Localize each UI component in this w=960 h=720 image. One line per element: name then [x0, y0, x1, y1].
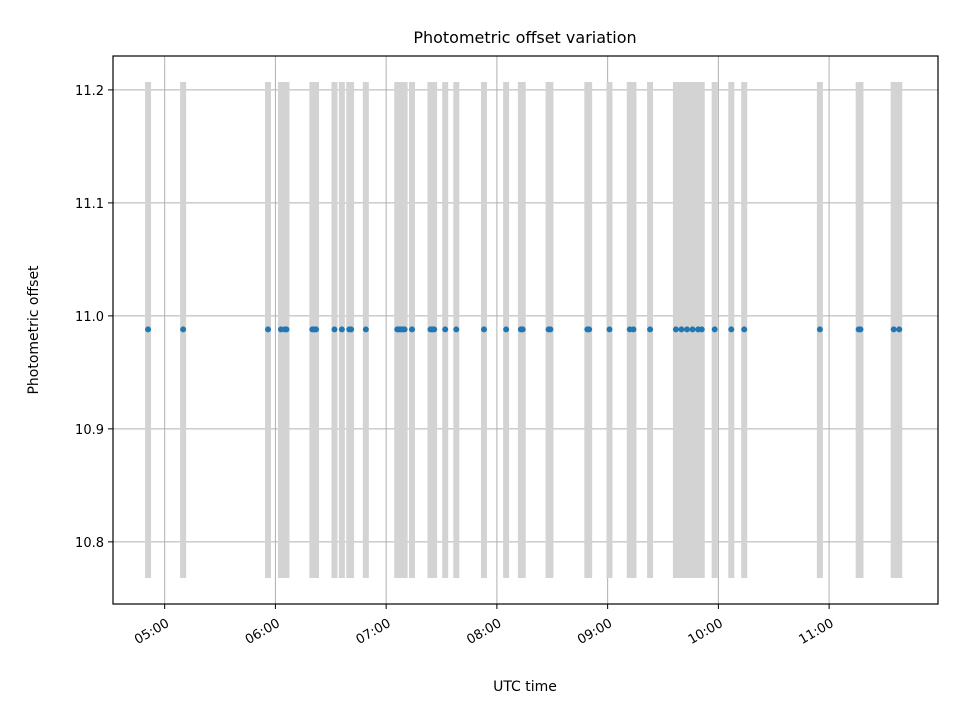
data-point [362, 326, 369, 333]
data-point [145, 326, 152, 333]
data-point [728, 326, 735, 333]
data-point [890, 326, 897, 333]
data-point [683, 326, 690, 333]
data-point [816, 326, 823, 333]
data-point [408, 326, 415, 333]
data-point [711, 326, 718, 333]
y-tick-label: 10.9 [75, 423, 104, 438]
point-layer [145, 326, 903, 333]
x-axis-label: UTC time [493, 679, 557, 695]
data-point [672, 326, 679, 333]
y-axis-label: Photometric offset [26, 265, 42, 395]
y-tick-label: 11.0 [75, 310, 104, 325]
data-point [689, 326, 696, 333]
data-point [480, 326, 487, 333]
data-point [338, 326, 345, 333]
data-point [741, 326, 748, 333]
data-point [265, 326, 272, 333]
data-point [180, 326, 187, 333]
data-point [503, 326, 510, 333]
data-point [313, 326, 320, 333]
data-point [442, 326, 449, 333]
data-point [519, 326, 526, 333]
data-point [698, 326, 705, 333]
data-point [401, 326, 408, 333]
data-point [896, 326, 903, 333]
data-point [586, 326, 593, 333]
y-tick-label: 11.1 [75, 197, 104, 212]
data-point [606, 326, 613, 333]
data-point [348, 326, 355, 333]
data-point [857, 326, 864, 333]
y-tick-label: 11.2 [75, 84, 104, 99]
data-point [453, 326, 460, 333]
data-point [431, 326, 438, 333]
data-point [331, 326, 338, 333]
data-point [547, 326, 554, 333]
plot-frame [112, 55, 939, 605]
data-point [678, 326, 685, 333]
y-tick-label: 10.8 [75, 536, 104, 551]
data-point [647, 326, 654, 333]
data-point [630, 326, 637, 333]
chart-title: Photometric offset variation [413, 28, 636, 47]
data-point [283, 326, 290, 333]
